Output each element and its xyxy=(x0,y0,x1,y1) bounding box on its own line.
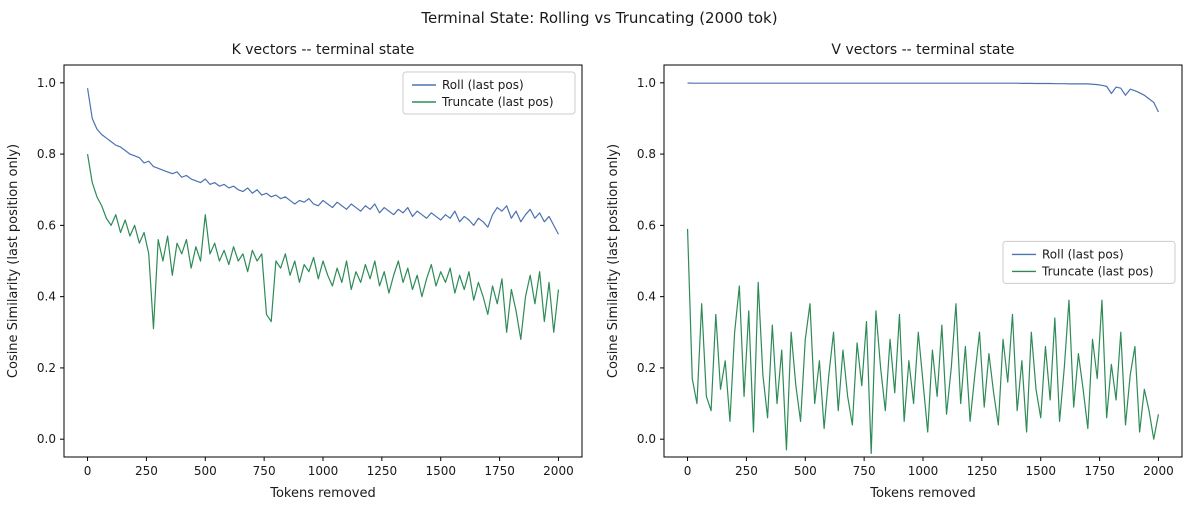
x-tick-label: 1250 xyxy=(967,464,998,478)
x-tick-label: 250 xyxy=(135,464,158,478)
y-tick-label: 1.0 xyxy=(637,76,656,90)
legend-box xyxy=(1002,240,1176,284)
x-tick-label: 250 xyxy=(735,464,758,478)
series-line-1 xyxy=(686,228,1160,455)
y-tick-label: 0.2 xyxy=(637,361,656,375)
y-tick-label: 0.0 xyxy=(637,432,656,446)
k-vectors-chart: 0 250 500 750 1000 1250 1500 1750 2000 0.0 0.2 0.4 0… xyxy=(6,42,583,501)
k-vectors-chart-wrap: 0 250 500 750 1000 1250 1500 1750 2000 0.0 0.2 0.4 0… xyxy=(0,33,599,514)
x-tick-label: 1250 xyxy=(367,464,398,478)
y-tick-label: 0.4 xyxy=(37,290,56,304)
y-tick-label: 0.8 xyxy=(637,147,656,161)
legend-label-1: Truncate (last pos) xyxy=(1041,264,1154,278)
y-tick-label: 0.4 xyxy=(637,290,656,304)
figure-title: Terminal State: Rolling vs Truncating (2… xyxy=(421,9,778,27)
x-tick-label: 1000 xyxy=(308,464,339,478)
axes-title: K vectors -- terminal state xyxy=(232,42,415,58)
y-tick-label: 0.6 xyxy=(637,218,656,232)
v-vectors-chart-wrap: 0 250 500 750 1000 1250 1500 1750 2000 0.0 0.2 0.4 0… xyxy=(600,33,1199,514)
x-tick-label: 1500 xyxy=(425,464,456,478)
series-line-1 xyxy=(86,153,560,340)
x-tick-label: 750 xyxy=(253,464,276,478)
x-tick-label: 500 xyxy=(194,464,217,478)
y-tick-label: 1.0 xyxy=(37,76,56,90)
x-axis-label: Tokens removed xyxy=(269,486,376,501)
x-tick-label: 1750 xyxy=(484,464,515,478)
x-tick-label: 2000 xyxy=(1143,464,1174,478)
legend-box xyxy=(402,71,576,115)
axes-title: V vectors -- terminal state xyxy=(831,42,1014,58)
x-tick-label: 0 xyxy=(684,464,692,478)
y-tick-label: 0.0 xyxy=(37,432,56,446)
x-tick-label: 500 xyxy=(794,464,817,478)
legend-label-1: Truncate (last pos) xyxy=(441,95,554,109)
x-tick-label: 1500 xyxy=(1025,464,1056,478)
y-tick-label: 0.6 xyxy=(37,218,56,232)
x-tick-label: 2000 xyxy=(543,464,574,478)
legend-label-0: Roll (last pos) xyxy=(442,78,524,92)
y-axis-label: Cosine Similarity (last position only) xyxy=(6,144,21,378)
y-tick-label: 0.2 xyxy=(37,361,56,375)
y-tick-label: 0.8 xyxy=(37,147,56,161)
v-vectors-chart: 0 250 500 750 1000 1250 1500 1750 2000 0.0 0.2 0.4 0… xyxy=(606,42,1183,501)
charts-row: 0 250 500 750 1000 1250 1500 1750 2000 0.0 0.2 0.4 0… xyxy=(0,33,1199,514)
x-tick-label: 1000 xyxy=(908,464,939,478)
x-tick-label: 1750 xyxy=(1084,464,1115,478)
y-axis-label: Cosine Similarity (last position only) xyxy=(606,144,621,378)
x-axis-label: Tokens removed xyxy=(869,486,976,501)
x-tick-label: 0 xyxy=(84,464,92,478)
series-line-0 xyxy=(687,82,1159,113)
series-line-0 xyxy=(86,88,559,235)
legend-label-0: Roll (last pos) xyxy=(1042,247,1124,261)
x-tick-label: 750 xyxy=(853,464,876,478)
